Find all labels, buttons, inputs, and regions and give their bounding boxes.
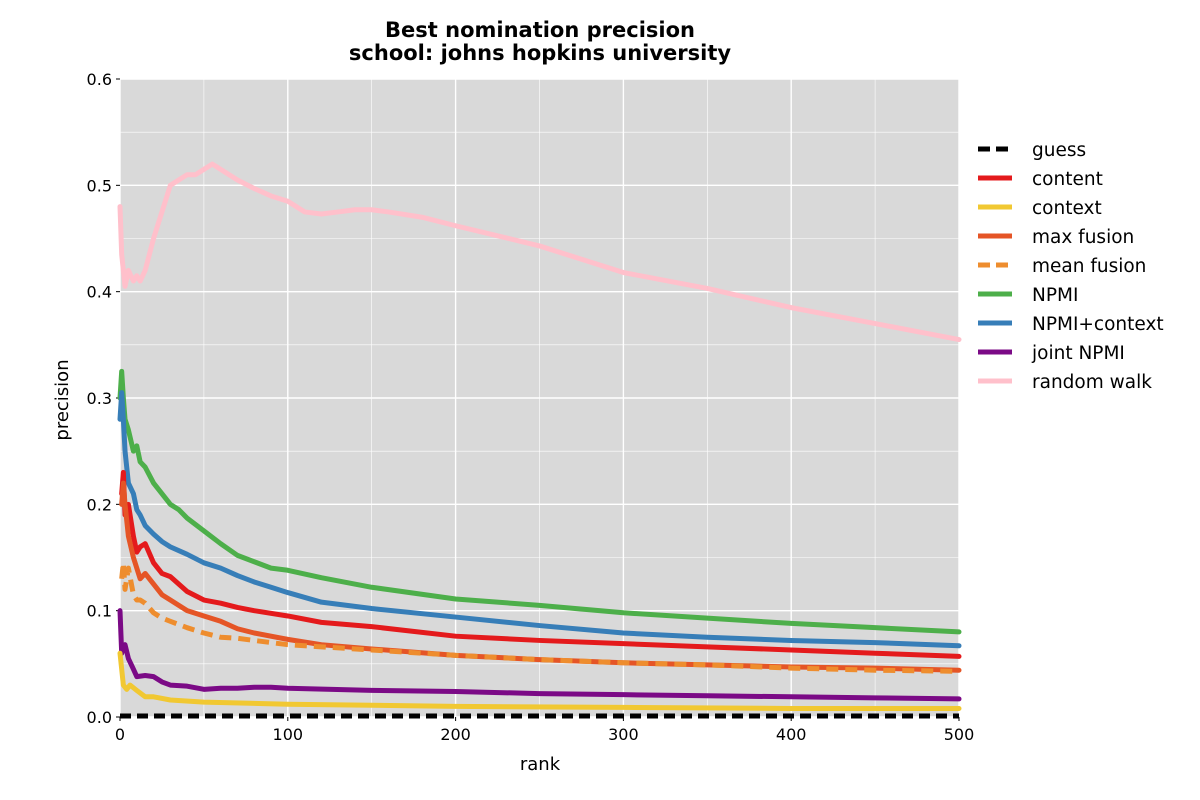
y-axis-label: precision: [52, 359, 73, 440]
y-tick-label: 0.2: [87, 495, 112, 514]
legend-label-context: context: [1032, 198, 1102, 219]
chart-title: Best nomination precision: [385, 18, 695, 42]
x-tick-label: 0: [115, 725, 125, 744]
x-tick-label: 200: [440, 725, 471, 744]
y-tick-label: 0.1: [87, 602, 112, 621]
y-tick-label: 0.0: [87, 708, 112, 727]
series-line-context: [117, 650, 962, 711]
x-tick-label: 100: [273, 725, 304, 744]
x-tick-label: 300: [608, 725, 639, 744]
series-line-npmi-context: [117, 390, 962, 649]
x-ticks: 0 100 200 300 400 500: [115, 717, 974, 744]
x-tick-label: 500: [944, 725, 975, 744]
legend-label-npmi: NPMI: [1032, 285, 1078, 306]
series-line-content: [119, 469, 962, 659]
series-line-mean-fusion: [119, 560, 960, 674]
y-tick-label: 0.3: [87, 389, 112, 408]
legend-label-random-walk: random walk: [1032, 372, 1152, 393]
legend-label-content: content: [1032, 169, 1103, 190]
y-tick-label: 0.5: [87, 176, 112, 195]
x-tick-label: 400: [776, 725, 807, 744]
legend-label-joint-npmi: joint NPMI: [1031, 343, 1125, 364]
series-line-joint-npmi: [117, 608, 962, 702]
legend-label-guess: guess: [1032, 140, 1086, 161]
y-tick-label: 0.4: [87, 283, 112, 302]
series-line-npmi: [117, 368, 962, 635]
y-tick-label: 0.6: [87, 70, 112, 89]
chart-subtitle: school: johns hopkins university: [349, 41, 731, 65]
legend-label-mean-fusion: mean fusion: [1032, 256, 1146, 277]
y-ticks: 0.0 0.1 0.2 0.3 0.4 0.5 0.6: [87, 70, 120, 727]
legend-label-npmi-context: NPMI+context: [1032, 314, 1164, 335]
series-line-random-walk: [117, 161, 962, 343]
series-lines: [117, 161, 962, 719]
legend-label-max-fusion: max fusion: [1032, 227, 1134, 248]
legend: guess content context max fusion mean fusion…: [978, 140, 1164, 393]
x-axis-label: rank: [520, 754, 561, 775]
